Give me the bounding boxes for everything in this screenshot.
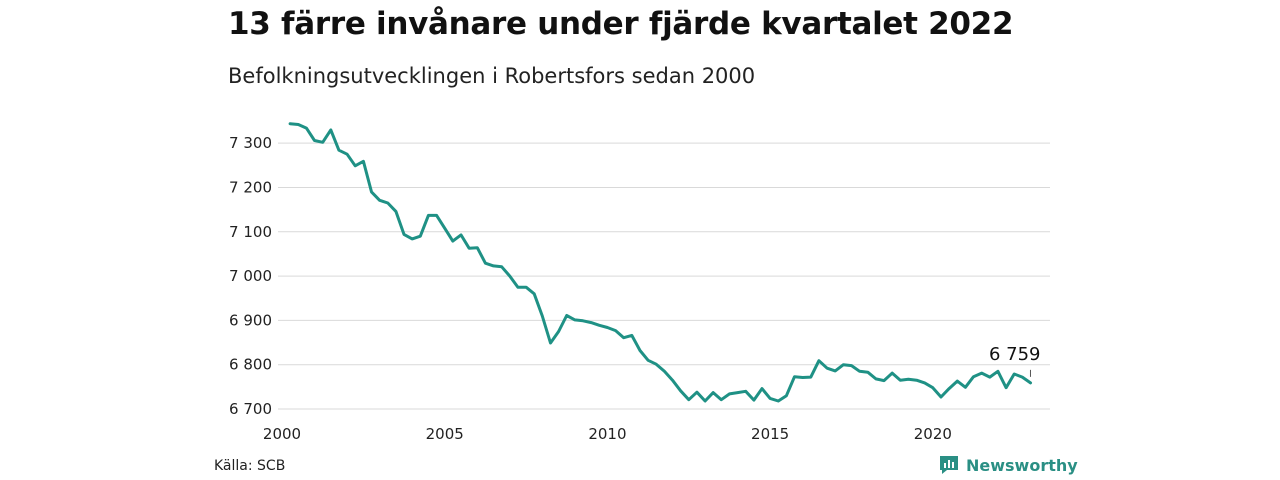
- grid-lines: [278, 142, 1050, 410]
- y-tick-label: 7 000: [229, 267, 272, 285]
- y-tick-label: 7 300: [229, 134, 272, 152]
- chart-subtitle: Befolkningsutvecklingen i Robertsfors se…: [228, 64, 756, 88]
- y-tick-label: 6 700: [229, 400, 272, 418]
- y-tick-label: 7 100: [229, 223, 272, 241]
- source-note: Källa: SCB: [214, 458, 286, 474]
- series-layer: [288, 122, 1032, 403]
- brand-logo: Newsworthy: [938, 454, 1078, 476]
- annotations: 6 759: [989, 344, 1041, 377]
- annotation-label: 6 759: [989, 344, 1041, 365]
- y-tick-label: 6 800: [229, 356, 272, 374]
- brand-name: Newsworthy: [966, 455, 1078, 475]
- x-tick-label: 2000: [263, 425, 301, 443]
- x-tick-label: 2020: [914, 425, 952, 443]
- x-tick-label: 2010: [588, 425, 626, 443]
- chart-bubble-icon: [940, 456, 958, 474]
- x-tick-label: 2015: [751, 425, 789, 443]
- series-line: [288, 122, 1032, 403]
- x-tick-label: 2005: [426, 425, 464, 443]
- y-tick-label: 6 900: [229, 311, 272, 329]
- chart-title: 13 färre invånare under fjärde kvartalet…: [228, 6, 1014, 42]
- y-tick-label: 7 200: [229, 178, 272, 196]
- y-axis: 6 700 6 800 6 900 7 000 7 100 7 200 7 300: [229, 134, 272, 418]
- x-axis: 2000 2005 2010 2015 2020: [263, 425, 952, 443]
